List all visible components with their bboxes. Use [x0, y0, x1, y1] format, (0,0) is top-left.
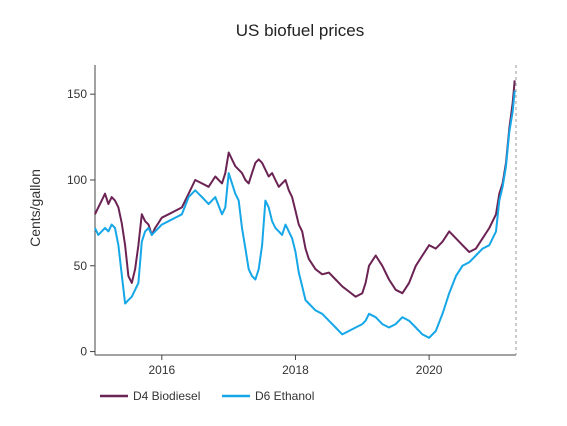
legend-item-d6-ethanol[interactable]: D6 Ethanol — [222, 389, 314, 403]
series-line-d6-ethanol — [94, 90, 516, 339]
y-tick-label: 50 — [74, 259, 88, 273]
legend[interactable]: D4 Biodiesel D6 Ethanol — [100, 389, 314, 403]
y-axis-label: Cents/gallon — [27, 169, 43, 247]
x-axis-ticks: 2016 2018 2020 — [148, 355, 443, 377]
series-lines — [94, 80, 516, 339]
y-tick-label: 150 — [67, 87, 87, 101]
y-axis-ticks: 0 50 100 150 — [67, 87, 95, 359]
legend-label-d4-biodiesel: D4 Biodiesel — [133, 389, 200, 403]
x-tick-label: 2016 — [148, 363, 175, 377]
y-tick-label: 0 — [80, 345, 87, 359]
x-tick-label: 2020 — [416, 363, 443, 377]
series-line-d4-biodiesel — [94, 80, 516, 298]
x-tick-label: 2018 — [282, 363, 309, 377]
chart-title: US biofuel prices — [236, 21, 365, 40]
y-tick-label: 100 — [67, 173, 87, 187]
legend-label-d6-ethanol: D6 Ethanol — [255, 389, 314, 403]
legend-item-d4-biodiesel[interactable]: D4 Biodiesel — [100, 389, 200, 403]
plot-area: 0 50 100 150 2016 2018 2020 — [67, 65, 517, 377]
